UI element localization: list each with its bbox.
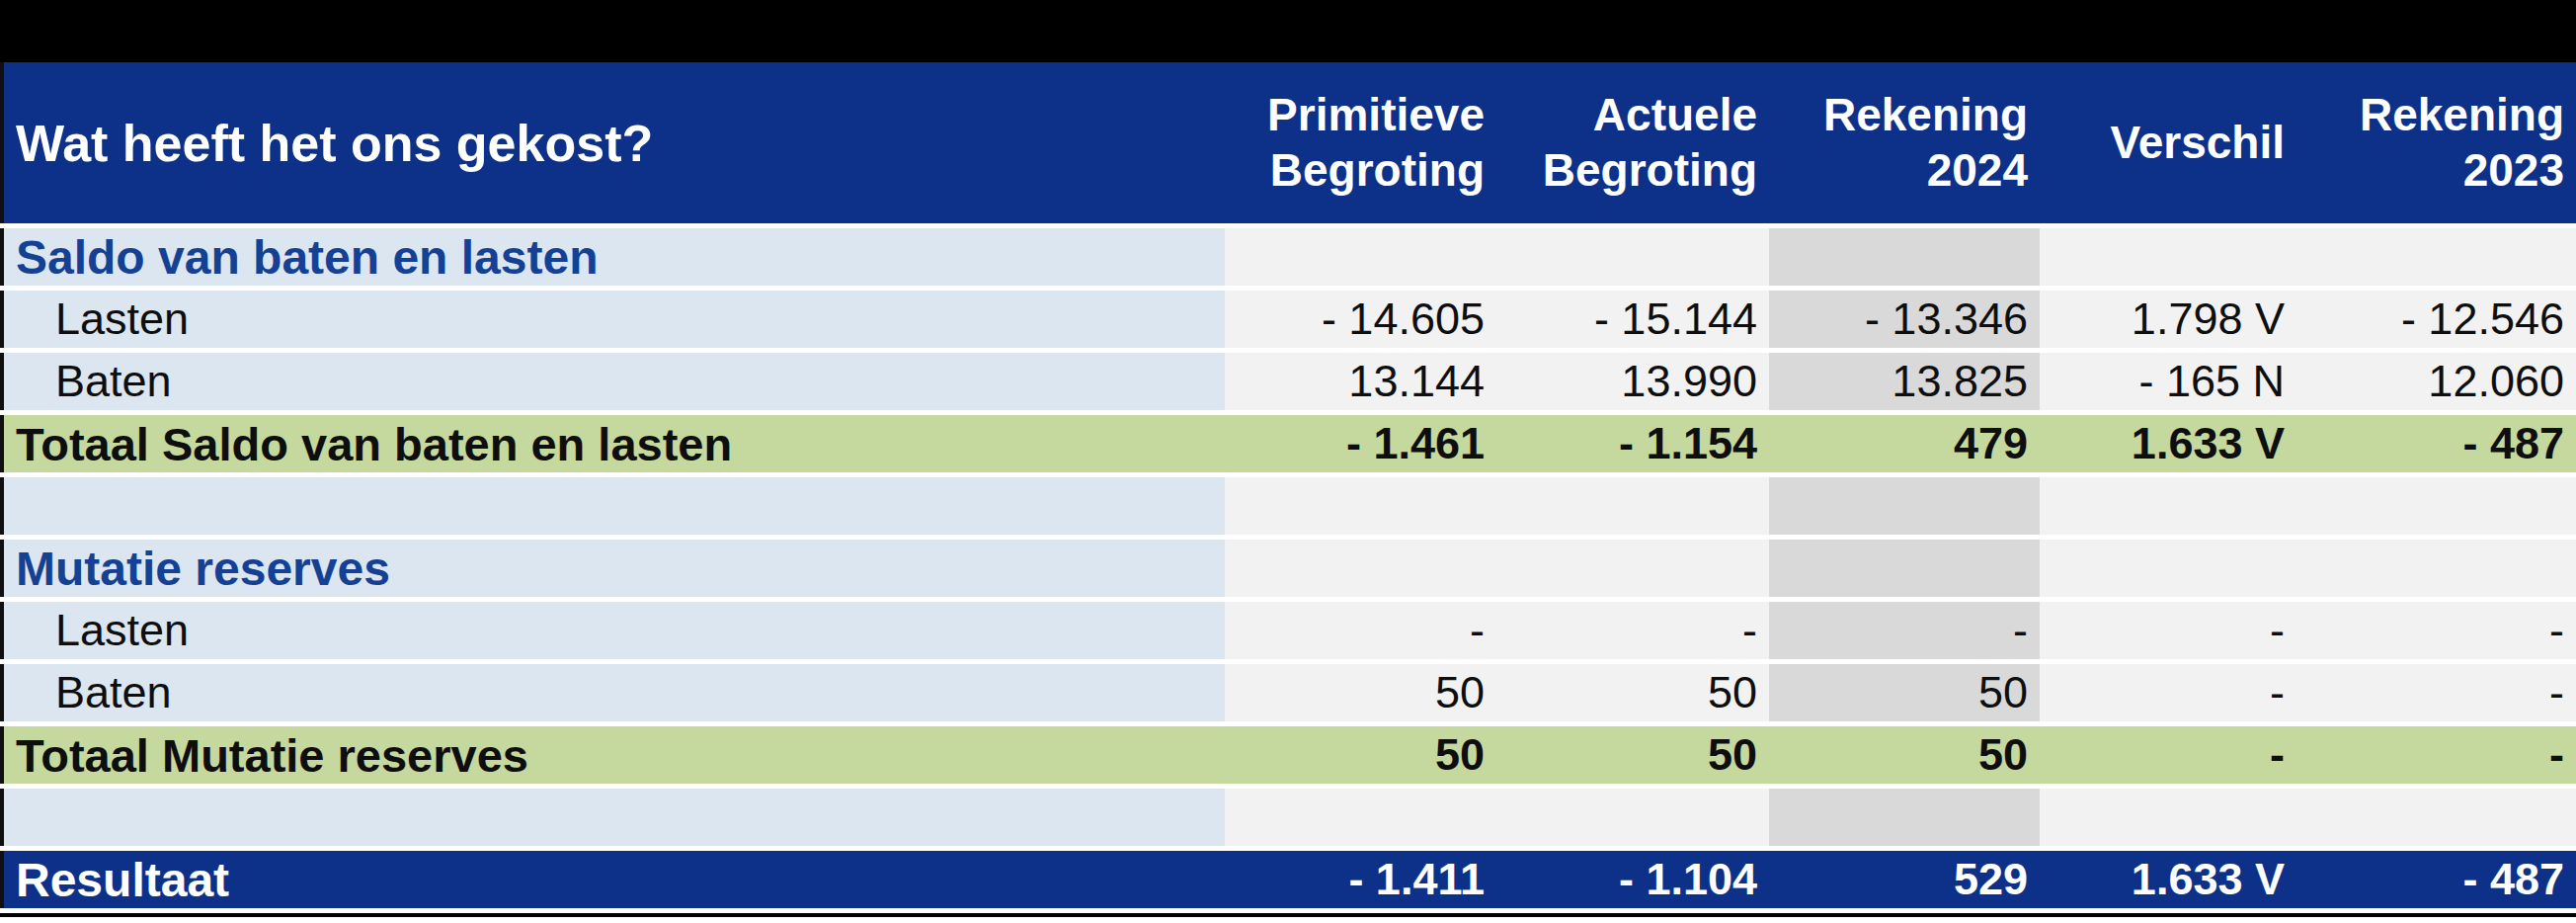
- cell-rekening-2024: - 13.346: [1769, 291, 2040, 348]
- total-label: Totaal Mutatie reserves: [0, 726, 1225, 784]
- cell-primitieve-begroting: - 14.605: [1225, 291, 1496, 348]
- cell-primitieve-begroting: - 1.461: [1225, 415, 1496, 472]
- cell-actuele-begroting: - 1.154: [1496, 415, 1769, 472]
- table-header-row: Wat heeft het ons gekost? Primitieve Beg…: [0, 62, 2576, 223]
- cell-verschil: -: [2040, 602, 2308, 659]
- row-label: Baten: [0, 664, 1225, 721]
- cell-rekening-2023: -: [2308, 664, 2576, 721]
- cell-verschil: - 165 N: [2040, 353, 2308, 410]
- table-title: Wat heeft het ons gekost?: [0, 62, 1225, 223]
- top-black-band: [0, 0, 2576, 62]
- cell-rekening-2024: [1769, 477, 2040, 535]
- cell-actuele-begroting: 50: [1496, 726, 1769, 784]
- cell-primitieve-begroting: 50: [1225, 664, 1496, 721]
- cell-verschil: -: [2040, 726, 2308, 784]
- cell-verschil: -: [2040, 664, 2308, 721]
- total-label: Totaal Saldo van baten en lasten: [0, 415, 1225, 472]
- data-row-lasten: Lasten - 14.605 - 15.144 - 13.346 1.798 …: [0, 291, 2576, 348]
- cell-primitieve-begroting: [1225, 789, 1496, 846]
- cell-primitieve-begroting: -: [1225, 602, 1496, 659]
- total-row-mutatie-reserves: Totaal Mutatie reserves 50 50 50 - -: [0, 726, 2576, 784]
- cell-actuele-begroting: [1496, 477, 1769, 535]
- cell-actuele-begroting: - 1.104: [1496, 851, 1769, 908]
- cell-primitieve-begroting: - 1.411: [1225, 851, 1496, 908]
- column-header-rekening-2023: Rekening 2023: [2308, 62, 2576, 223]
- cell-verschil: 1.633 V: [2040, 851, 2308, 908]
- cell-rekening-2024: 13.825: [1769, 353, 2040, 410]
- column-header-rekening-2024: Rekening 2024: [1769, 62, 2040, 223]
- section-row-saldo-van-baten-en-lasten: Saldo van baten en lasten: [0, 228, 2576, 286]
- cell-rekening-2023: [2308, 540, 2576, 597]
- cell-rekening-2023: - 487: [2308, 851, 2576, 908]
- cell-verschil: [2040, 789, 2308, 846]
- section-label: Mutatie reserves: [0, 540, 1225, 597]
- cell-rekening-2023: -: [2308, 602, 2576, 659]
- cell-primitieve-begroting: [1225, 477, 1496, 535]
- financial-table: Wat heeft het ons gekost? Primitieve Beg…: [0, 62, 2576, 908]
- cell-actuele-begroting: 13.990: [1496, 353, 1769, 410]
- data-row-lasten-mutatie: Lasten - - - - -: [0, 602, 2576, 659]
- total-row-saldo-van-baten-en-lasten: Totaal Saldo van baten en lasten - 1.461…: [0, 415, 2576, 472]
- cell-rekening-2023: -: [2308, 726, 2576, 784]
- table-bottom-border: [0, 913, 2576, 917]
- result-row: Resultaat - 1.411 - 1.104 529 1.633 V - …: [0, 851, 2576, 908]
- cell-actuele-begroting: [1496, 540, 1769, 597]
- cell-actuele-begroting: -: [1496, 602, 1769, 659]
- cell-rekening-2023: [2308, 789, 2576, 846]
- cell-actuele-begroting: 50: [1496, 664, 1769, 721]
- cell-rekening-2023: [2308, 477, 2576, 535]
- cell-label: [0, 789, 1225, 846]
- cell-primitieve-begroting: 50: [1225, 726, 1496, 784]
- cell-rekening-2023: - 487: [2308, 415, 2576, 472]
- section-row-mutatie-reserves: Mutatie reserves: [0, 540, 2576, 597]
- cell-rekening-2023: - 12.546: [2308, 291, 2576, 348]
- cell-rekening-2024: 50: [1769, 664, 2040, 721]
- cell-actuele-begroting: [1496, 789, 1769, 846]
- cell-rekening-2023: 12.060: [2308, 353, 2576, 410]
- row-label: Lasten: [0, 602, 1225, 659]
- column-header-primitieve-begroting: Primitieve Begroting: [1225, 62, 1496, 223]
- cell-verschil: 1.633 V: [2040, 415, 2308, 472]
- cell-actuele-begroting: [1496, 228, 1769, 286]
- spacer-row: [0, 477, 2576, 535]
- cell-rekening-2024: [1769, 228, 2040, 286]
- row-label: Baten: [0, 353, 1225, 410]
- result-label: Resultaat: [0, 851, 1225, 908]
- row-label: Lasten: [0, 291, 1225, 348]
- spacer-row: [0, 789, 2576, 846]
- cell-rekening-2024: 529: [1769, 851, 2040, 908]
- cell-rekening-2023: [2308, 228, 2576, 286]
- cell-label: [0, 477, 1225, 535]
- column-header-actuele-begroting: Actuele Begroting: [1496, 62, 1769, 223]
- cell-actuele-begroting: - 15.144: [1496, 291, 1769, 348]
- cell-rekening-2024: -: [1769, 602, 2040, 659]
- cell-primitieve-begroting: 13.144: [1225, 353, 1496, 410]
- section-label: Saldo van baten en lasten: [0, 228, 1225, 286]
- cell-verschil: [2040, 477, 2308, 535]
- cell-rekening-2024: [1769, 789, 2040, 846]
- cell-verschil: [2040, 228, 2308, 286]
- cell-rekening-2024: [1769, 540, 2040, 597]
- cell-verschil: 1.798 V: [2040, 291, 2308, 348]
- data-row-baten-mutatie: Baten 50 50 50 - -: [0, 664, 2576, 721]
- cell-primitieve-begroting: [1225, 540, 1496, 597]
- cell-primitieve-begroting: [1225, 228, 1496, 286]
- data-row-baten: Baten 13.144 13.990 13.825 - 165 N 12.06…: [0, 353, 2576, 410]
- cell-verschil: [2040, 540, 2308, 597]
- column-header-verschil: Verschil: [2040, 62, 2308, 223]
- cell-rekening-2024: 479: [1769, 415, 2040, 472]
- cell-rekening-2024: 50: [1769, 726, 2040, 784]
